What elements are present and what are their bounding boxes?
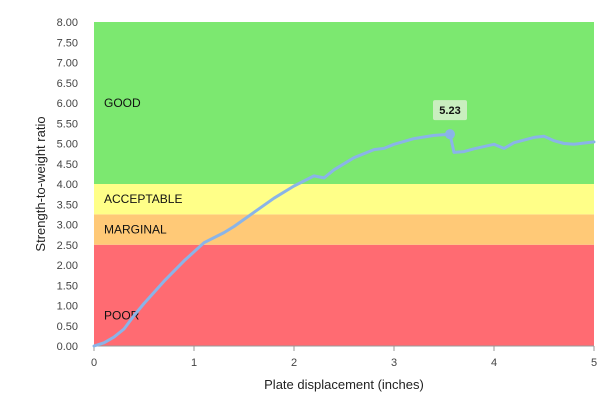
y-tick-label: 0.50	[57, 321, 78, 333]
y-tick-label: 0.00	[57, 341, 78, 353]
y-tick-label: 1.50	[57, 280, 78, 292]
y-axis-title: Strength-to-weight ratio	[33, 116, 48, 251]
y-tick-label: 5.50	[57, 118, 78, 130]
y-tick-label: 2.50	[57, 240, 78, 252]
x-tick-label: 1	[191, 357, 197, 369]
band-good	[94, 22, 594, 184]
y-tick-label: 4.00	[57, 179, 78, 191]
y-tick-label: 6.00	[57, 98, 78, 110]
y-tick-label: 7.00	[57, 58, 78, 70]
peak-point[interactable]	[445, 129, 455, 140]
peak-annotation: 5.23	[433, 100, 467, 140]
peak-label-box	[433, 100, 467, 121]
band-label-good: GOOD	[104, 96, 141, 110]
x-tick-label: 0	[91, 357, 97, 369]
y-tick-label: 6.50	[57, 78, 78, 90]
band-marginal	[94, 214, 594, 245]
y-tick-label: 5.00	[57, 139, 78, 151]
y-tick-label: 4.50	[57, 159, 78, 171]
y-tick-label: 3.00	[57, 220, 78, 232]
y-tick-label: 2.00	[57, 260, 78, 272]
x-tick-label: 2	[291, 357, 297, 369]
y-tick-label: 3.50	[57, 199, 78, 211]
band-poor	[94, 244, 594, 346]
y-tick-label: 7.50	[57, 37, 78, 49]
x-tick-label: 5	[591, 357, 597, 369]
band-acceptable	[94, 184, 594, 215]
x-tick-label: 3	[391, 357, 397, 369]
series-line	[92, 132, 596, 348]
peak-label: 5.23	[439, 105, 460, 117]
x-tick-label: 4	[491, 357, 497, 369]
y-tick-label: 1.00	[57, 301, 78, 313]
band-label-marginal: MARGINAL	[104, 223, 167, 237]
x-axis-ticks: 0 1 2 3 4 5	[91, 346, 597, 369]
x-axis-title: Plate displacement (inches)	[264, 377, 424, 392]
y-tick-label: 8.00	[57, 17, 78, 29]
y-axis-ticks: 0.00 0.50 1.00 1.50 2.00 2.50 3.00 3.50 4.00 4.50…	[57, 17, 78, 353]
band-label-acceptable: ACCEPTABLE	[104, 192, 182, 206]
quality-bands	[94, 22, 594, 346]
